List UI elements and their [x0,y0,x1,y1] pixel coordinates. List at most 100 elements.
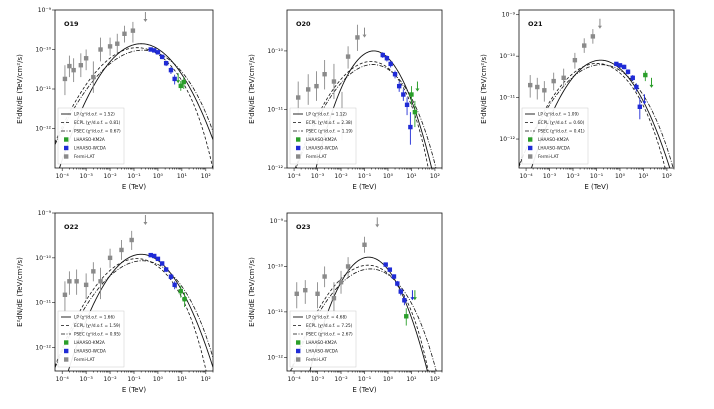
wcda-point [630,75,635,81]
legend-marker-blue [64,145,69,151]
legend-label: Fermi-LAT [74,154,95,159]
fermi-point [345,54,351,59]
fermi-point [91,269,96,274]
fermi-point [542,88,547,93]
y-tick-label: 10⁻¹¹ [267,309,283,316]
km2a-point [409,92,414,97]
legend-marker-gray [296,154,301,159]
fermi-point [62,76,68,82]
legend-marker-green [64,137,69,142]
upper-limit-arrowhead [375,224,380,228]
y-tick-label: 10⁻¹² [499,136,515,143]
fermi-point [296,95,301,100]
wcda-point [159,261,165,266]
wcda-point [172,76,177,82]
legend-label: ECPL (χ²/d.o.f. = 2.38) [306,120,353,125]
legend-marker-gray [528,154,533,159]
legend-label: LHAASO-KM2A [74,137,105,142]
x-tick-label: 10⁻⁴ [287,173,301,180]
wcda-point [408,124,413,130]
wcda-point [152,48,157,53]
y-tick-label: 10⁻⁹ [502,12,516,19]
panel-o21: 10⁻⁴ 10⁻³ 10⁻² 10⁻¹ 10⁰ 10¹ 10² 10⁻¹² 10⁻¹¹ 10⁻¹⁰… [480,9,675,191]
fermi-point [98,47,103,52]
x-tick-label: 10² [201,173,212,180]
panel-o19: 10⁻⁴ 10⁻³ 10⁻² 10⁻¹ 10⁰ 10¹ 10² 10⁻¹² 10⁻¹¹ 10⁻¹⁰… [16,7,214,191]
fermi-point [331,296,337,301]
legend-label: ECPL (χ²/d.o.f. = 1.59) [74,323,121,328]
x-tick-label: 10⁻² [566,173,580,180]
legend-label: PSEC (χ²/d.o.f. = 2.67) [306,332,353,337]
ecpl-curve [55,258,207,371]
wcda-point [163,60,169,66]
legend-label: LP (χ²/d.o.f. = 1.66) [74,315,115,320]
x-tick-label: 10⁻⁴ [56,173,70,180]
x-tick-label: 10¹ [406,376,417,383]
fermi-point [91,74,96,80]
x-tick-label: 10⁻² [334,376,348,383]
wcda-point [155,256,161,262]
fermi-point [67,63,72,69]
fermi-point [78,63,84,68]
y-tick-label: 10⁻¹² [267,165,283,172]
fermi-point [590,34,596,39]
legend-label: LHAASO-WCDA [74,349,106,354]
wcda-point [148,252,153,258]
wcda-point [159,54,165,60]
x-tick-label: 10⁻³ [80,376,94,383]
legend-label: Fermi-LAT [306,357,327,362]
upper-limit-arrowhead [362,34,367,38]
legend-marker-green [296,137,301,142]
wcda-point [163,267,169,272]
y-axis-label: E²dN/dE (TeV/cm²/s) [16,257,24,327]
fermi-point [306,87,311,92]
wcda-point [392,72,398,77]
legend-label: PSEC (χ²/d.o.f. = 1.19) [306,129,353,134]
y-tick-label: 10⁻⁹ [38,210,52,217]
legend-label: Fermi-LAT [306,154,327,159]
wcda-point [401,92,406,97]
x-tick-label: 10⁻¹ [590,173,604,180]
legend-label: LHAASO-WCDA [74,146,106,151]
legend-label: LHAASO-WCDA [306,349,338,354]
y-tick-label: 10⁻¹¹ [35,86,51,93]
fermi-point [535,84,540,90]
y-tick-label: 10⁻¹⁰ [267,263,283,270]
y-tick-label: 10⁻⁹ [38,7,52,14]
x-tick-label: 10⁻² [103,376,117,383]
panel-o20: 10⁻⁴ 10⁻³ 10⁻² 10⁻¹ 10⁰ 10¹ 10² 10⁻¹² 10⁻¹¹ 10⁻¹⁰… [248,9,443,191]
fermi-point [345,264,351,269]
x-axis-label: E (TeV) [584,183,609,191]
legend-label: ECPL (χ²/d.o.f. = 0.60) [538,120,585,125]
wcda-point [614,61,619,67]
wcda-point [387,267,393,272]
legend-label: PSEC (χ²/d.o.f. = 0.41) [538,129,585,134]
fermi-point [107,255,113,261]
legend-box [289,107,357,165]
x-tick-label: 10² [430,173,441,180]
km2a-point [643,72,648,78]
legend-label: LP (χ²/d.o.f. = 1.09) [538,112,579,117]
km2a-point [181,79,186,85]
fermi-point [331,79,337,84]
wcda-point [168,274,174,279]
wcda-point [617,63,623,68]
x-tick-label: 10² [201,376,212,383]
fermi-point [98,279,103,284]
x-tick-label: 10⁻⁴ [519,173,533,180]
x-tick-label: 10⁻⁴ [56,376,70,383]
upper-limit-arrowhead [642,101,647,105]
y-tick-label: 10⁻¹² [35,345,51,352]
upper-limit-arrowhead [597,25,602,29]
wcda-point [388,61,393,67]
fermi-point [582,43,587,48]
upper-limit-arrowhead [143,19,148,22]
fermi-point [129,237,134,243]
legend-box [521,107,589,165]
x-tick-label: 10⁻¹ [358,173,372,180]
x-tick-label: 10⁻³ [311,173,325,180]
x-tick-label: 10⁻³ [311,376,325,383]
legend-marker-blue [296,145,301,151]
y-tick-label: 10⁻¹⁰ [499,53,515,60]
